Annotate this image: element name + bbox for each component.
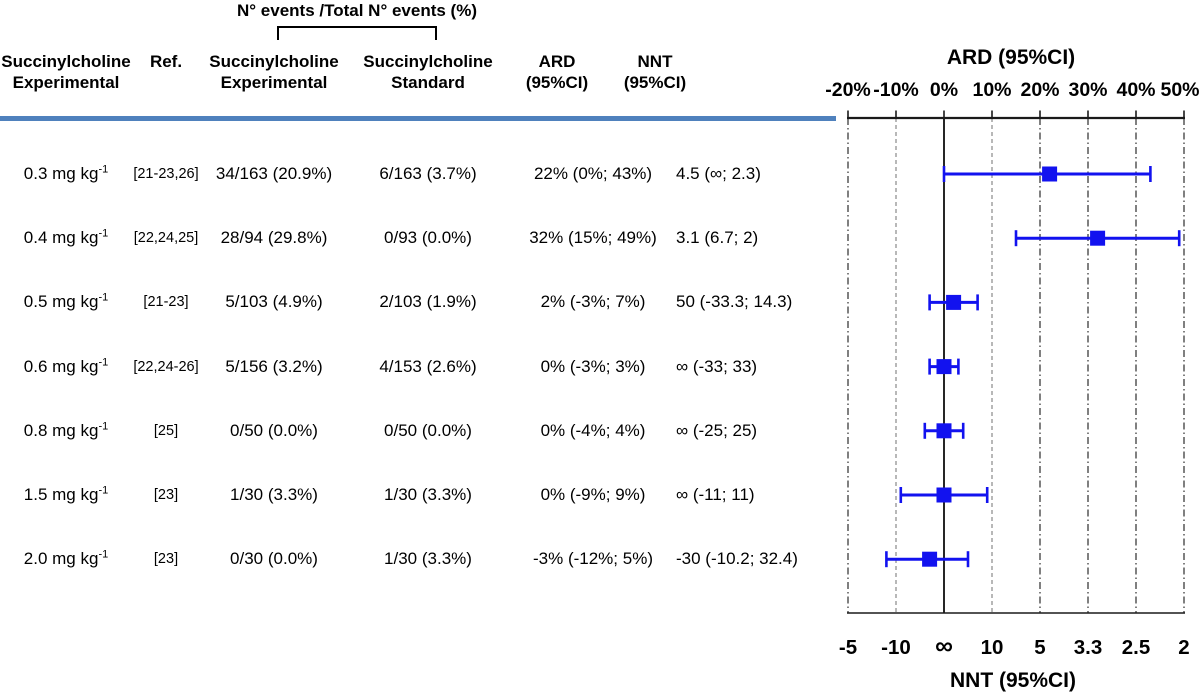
table-row: 1.5 mg kg-1 [23] 1/30 (3.3%) 1/30 (3.3%) 0% …	[0, 482, 850, 508]
table-row: 0.3 mg kg-1 [21-23,26] 34/163 (20.9%) 6/163…	[0, 161, 850, 187]
nnt-cell: 50 (-33.3; 14.3)	[676, 292, 793, 312]
nnt-tick-label: 3.3	[1074, 636, 1103, 659]
ard-cell: 0% (-3%; 3%)	[540, 356, 646, 376]
ref-cell: [25]	[153, 422, 179, 439]
ard-cell: 0% (-9%; 9%)	[540, 485, 646, 504]
dose-cell: 0.3 mg kg-1	[23, 163, 109, 183]
dose-cell: 2.0 mg kg-1	[23, 548, 109, 569]
ref-cell: [21-23,26]	[133, 166, 199, 182]
header-separator-line	[0, 116, 836, 121]
standard-events-cell: 0/50 (0.0%)	[384, 420, 472, 440]
experimental-events-cell: 5/156 (3.2%)	[225, 356, 323, 376]
ard-tick-label: 50%	[1160, 79, 1199, 101]
ref-cell: [21-23]	[143, 294, 189, 311]
experimental-events-cell: 0/50 (0.0%)	[230, 420, 318, 440]
dose-cell: 0.6 mg kg-1	[23, 355, 109, 376]
ard-point-marker	[936, 359, 952, 375]
ard-tick-label: 20%	[1020, 79, 1059, 101]
table-row: 0.8 mg kg-1 [25] 0/50 (0.0%) 0/50 (0.0%) 0% …	[0, 418, 850, 444]
ard-tick-label: 0%	[930, 79, 958, 101]
ard-tick-label: 10%	[972, 79, 1011, 101]
ard-cell: -3% (-12%; 5%)	[533, 549, 653, 569]
experimental-events-cell: 28/94 (29.8%)	[220, 228, 328, 248]
experimental-events-cell: 1/30 (3.3%)	[230, 485, 318, 504]
ard-tick-label: -10%	[873, 79, 919, 101]
ard-cell: 22% (0%; 43%)	[533, 164, 653, 183]
dose-cell: 0.8 mg kg-1	[23, 420, 109, 440]
nnt-cell: 4.5 (∞; 2.3)	[676, 164, 761, 183]
nnt-tick-label: ∞	[935, 632, 953, 660]
ref-cell: [23]	[153, 487, 179, 503]
dose-cell: 0.4 mg kg-1	[23, 227, 109, 248]
dose-cell: 1.5 mg kg-1	[23, 484, 109, 504]
table-row: 0.6 mg kg-1 [22,24-26] 5/156 (3.2%) 4/153 (…	[0, 354, 850, 380]
nnt-tick-label: 2	[1178, 636, 1189, 659]
nnt-tick-label: -10	[881, 636, 911, 659]
ard-cell: 2% (-3%; 7%)	[540, 292, 646, 312]
standard-events-cell: 1/30 (3.3%)	[384, 549, 472, 569]
group-bracket	[277, 26, 437, 40]
ref-cell: [23]	[153, 551, 179, 568]
column-header-standard: Succinylcholine Standard	[363, 52, 493, 92]
table-row: 0.5 mg kg-1 [21-23] 5/103 (4.9%) 2/103 (1.9…	[0, 289, 850, 315]
experimental-events-cell: 0/30 (0.0%)	[230, 549, 318, 569]
nnt-cell: -30 (-10.2; 32.4)	[676, 549, 798, 569]
ard-point-marker	[946, 294, 962, 310]
nnt-tick-label: 2.5	[1122, 636, 1151, 659]
ard-tick-label: 40%	[1116, 79, 1155, 101]
standard-events-cell: 2/103 (1.9%)	[379, 292, 477, 312]
nnt-cell: ∞ (-33; 33)	[676, 356, 758, 376]
experimental-events-cell: 5/103 (4.9%)	[225, 292, 323, 312]
nnt-cell: 3.1 (6.7; 2)	[676, 228, 759, 248]
table-row: 0.4 mg kg-1 [22,24,25] 28/94 (29.8%) 0/93 (…	[0, 225, 850, 251]
ard-point-marker	[1042, 166, 1058, 182]
standard-events-cell: 1/30 (3.3%)	[384, 485, 472, 504]
ref-cell: [22,24-26]	[133, 358, 199, 375]
nnt-tick-label: 10	[981, 636, 1004, 659]
column-header-experimental: Succinylcholine Experimental	[209, 52, 339, 92]
ard-point-marker	[936, 487, 952, 503]
column-header-nnt: NNT (95%CI)	[623, 52, 687, 92]
dose-cell: 0.5 mg kg-1	[23, 291, 109, 312]
experimental-events-cell: 34/163 (20.9%)	[215, 164, 333, 183]
ard-axis-title: ARD (95%CI)	[947, 46, 1075, 69]
standard-events-cell: 6/163 (3.7%)	[379, 164, 477, 183]
group-header-label: N° events /Total N° events (%)	[236, 1, 477, 20]
ard-cell: 32% (15%; 49%)	[529, 228, 657, 248]
ard-point-marker	[922, 551, 938, 567]
standard-events-cell: 0/93 (0.0%)	[384, 228, 472, 248]
ard-point-marker	[1090, 230, 1106, 246]
nnt-axis-title: NNT (95%CI)	[950, 669, 1076, 692]
ard-cell: 0% (-4%; 4%)	[540, 420, 646, 440]
nnt-cell: ∞ (-25; 25)	[676, 420, 758, 440]
table-row: 2.0 mg kg-1 [23] 0/30 (0.0%) 1/30 (3.3%) -3%…	[0, 546, 850, 572]
nnt-tick-label: 5	[1034, 636, 1045, 659]
ard-tick-label: 30%	[1068, 79, 1107, 101]
standard-events-cell: 4/153 (2.6%)	[379, 356, 477, 376]
column-header-ard: ARD (95%CI)	[525, 52, 589, 92]
nnt-tick-label: -5	[839, 636, 857, 659]
ard-tick-label: -20%	[825, 79, 871, 101]
nnt-cell: ∞ (-11; 11)	[676, 485, 755, 504]
column-header-ref: Ref.	[149, 52, 183, 71]
column-header-dose: Succinylcholine Experimental	[1, 52, 131, 92]
ref-cell: [22,24,25]	[133, 230, 199, 247]
ard-point-marker	[936, 423, 952, 439]
